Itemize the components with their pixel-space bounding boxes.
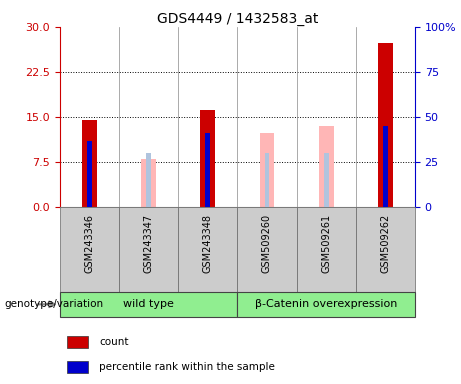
Title: GDS4449 / 1432583_at: GDS4449 / 1432583_at xyxy=(157,12,318,26)
Text: GSM243347: GSM243347 xyxy=(144,214,154,273)
Bar xyxy=(201,110,215,207)
Text: genotype/variation: genotype/variation xyxy=(5,299,104,310)
Bar xyxy=(119,207,178,292)
Bar xyxy=(206,133,210,207)
Text: percentile rank within the sample: percentile rank within the sample xyxy=(99,362,275,372)
Bar xyxy=(141,159,156,207)
Bar xyxy=(82,120,97,207)
Bar xyxy=(146,153,151,207)
Bar xyxy=(60,207,119,292)
Bar xyxy=(60,292,237,317)
Bar xyxy=(237,207,296,292)
Bar xyxy=(383,126,388,207)
Bar xyxy=(265,153,269,207)
Bar xyxy=(237,292,415,317)
Text: count: count xyxy=(99,338,129,348)
Bar xyxy=(324,153,329,207)
Text: GSM509261: GSM509261 xyxy=(321,214,331,273)
Bar xyxy=(378,43,393,207)
Text: β-Catenin overexpression: β-Catenin overexpression xyxy=(255,299,397,310)
Bar xyxy=(67,336,89,348)
Text: GSM243348: GSM243348 xyxy=(203,214,213,273)
Text: GSM509262: GSM509262 xyxy=(380,214,390,273)
Text: wild type: wild type xyxy=(123,299,174,310)
Bar xyxy=(67,361,89,373)
Bar xyxy=(178,207,237,292)
Bar xyxy=(296,207,356,292)
Bar xyxy=(260,133,274,207)
Bar xyxy=(319,126,334,207)
Bar xyxy=(87,141,92,207)
Bar xyxy=(356,207,415,292)
Text: GSM509260: GSM509260 xyxy=(262,214,272,273)
Text: GSM243346: GSM243346 xyxy=(84,214,95,273)
